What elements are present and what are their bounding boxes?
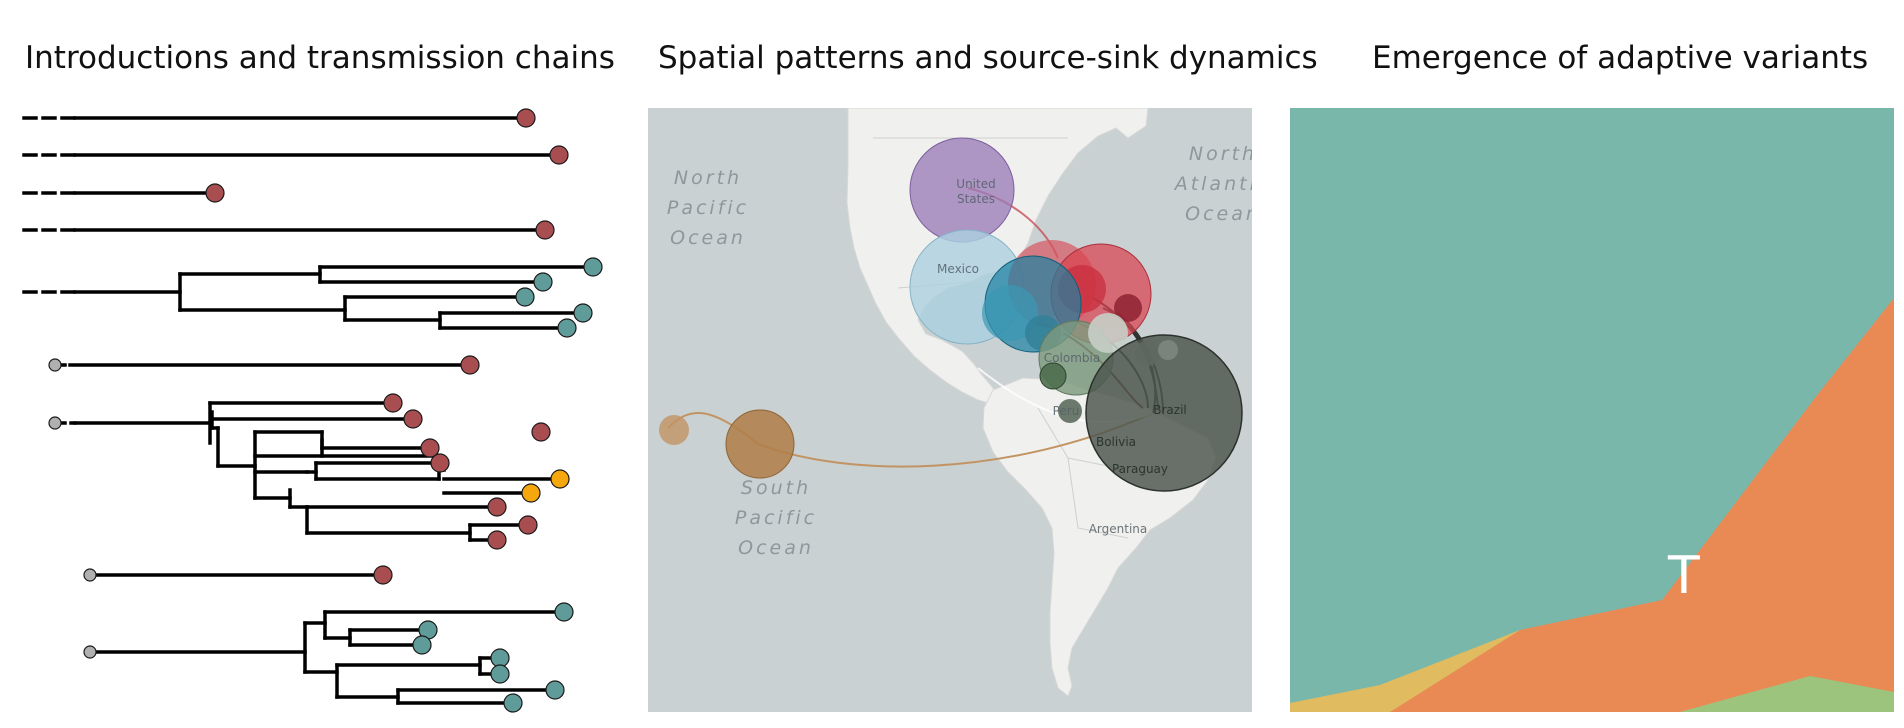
tip-red <box>373 565 393 585</box>
circle-pacific-island <box>659 415 689 445</box>
tip-gold <box>550 469 570 489</box>
south-pacific-label-1: South <box>741 477 811 499</box>
south-pacific-label-3: Ocean <box>738 537 814 559</box>
tip-red <box>383 393 403 413</box>
root-node <box>48 358 62 372</box>
north-pacific-label-3: Ocean <box>670 227 746 249</box>
tip-red <box>531 422 551 442</box>
circle-caribbean-4 <box>1114 294 1142 322</box>
tip-red <box>518 515 538 535</box>
tip-teal <box>412 635 432 655</box>
argentina-label: Argentina <box>1089 522 1148 536</box>
tip-red <box>549 145 569 165</box>
circle-central-america-2 <box>982 285 1038 341</box>
circle-venezuela <box>1088 313 1128 353</box>
tree-tips <box>48 108 603 713</box>
tip-teal <box>583 257 603 277</box>
circle-peru <box>1058 399 1082 423</box>
tip-teal <box>545 680 565 700</box>
north-atlantic-label-3: Ocean <box>1185 203 1252 225</box>
north-atlantic-label-1: North <box>1189 143 1252 165</box>
area-overlay-letter: T <box>1667 546 1700 606</box>
tip-teal <box>533 272 553 292</box>
tip-red <box>487 497 507 517</box>
tip-red <box>430 453 450 473</box>
north-pacific-label-2: Pacific <box>667 197 749 219</box>
us-label-1: United <box>956 177 995 191</box>
location-circles <box>659 137 1243 492</box>
tip-teal <box>554 602 574 622</box>
tip-teal <box>490 648 510 668</box>
root-node <box>48 416 62 430</box>
variants-panel-title: Emergence of adaptive variants <box>1372 40 1869 76</box>
north-pacific-label-1: North <box>674 167 742 189</box>
root-node <box>83 568 97 582</box>
area-variant-orange <box>1390 298 1894 712</box>
root-node <box>83 645 97 659</box>
tip-teal <box>503 693 523 713</box>
circle-brazil-north <box>1158 340 1178 360</box>
tip-teal <box>557 318 577 338</box>
phylogenetic-tree <box>22 108 603 713</box>
area-variant-green <box>1680 676 1894 712</box>
tip-teal <box>573 303 593 323</box>
clade-5 <box>88 610 566 705</box>
tip-red <box>535 220 555 240</box>
colombia-label: Colombia <box>1044 351 1100 365</box>
americas-map: North Pacific Ocean North Atlantic Ocean… <box>648 108 1252 712</box>
tip-red <box>516 108 536 128</box>
variant-stacked-area: T <box>1290 108 1894 712</box>
brazil-label: Brazil <box>1153 403 1187 417</box>
tip-teal <box>515 287 535 307</box>
tip-red <box>403 409 423 429</box>
bolivia-label: Bolivia <box>1096 435 1136 449</box>
map-panel-title: Spatial patterns and source-sink dynamic… <box>658 40 1318 76</box>
circle-brazil <box>1085 334 1243 492</box>
tip-red <box>460 355 480 375</box>
tip-red <box>420 438 440 458</box>
mexico-label: Mexico <box>937 262 979 276</box>
tip-red <box>205 183 225 203</box>
tip-gold <box>521 483 541 503</box>
circle-south-pacific <box>725 409 795 479</box>
tip-teal <box>490 664 510 684</box>
phylogeny-panel-title: Introductions and transmission chains <box>25 40 615 76</box>
peru-label: Peru <box>1053 404 1080 418</box>
clade-1 <box>73 265 595 330</box>
circle-ecuador <box>1039 362 1067 390</box>
clade-3 <box>53 401 562 542</box>
south-pacific-label-2: Pacific <box>735 507 817 529</box>
introduction-lines <box>22 116 561 294</box>
paraguay-label: Paraguay <box>1112 462 1168 476</box>
north-atlantic-label-2: Atlantic <box>1173 173 1252 195</box>
us-label-2: States <box>957 192 995 206</box>
tip-red <box>487 530 507 550</box>
